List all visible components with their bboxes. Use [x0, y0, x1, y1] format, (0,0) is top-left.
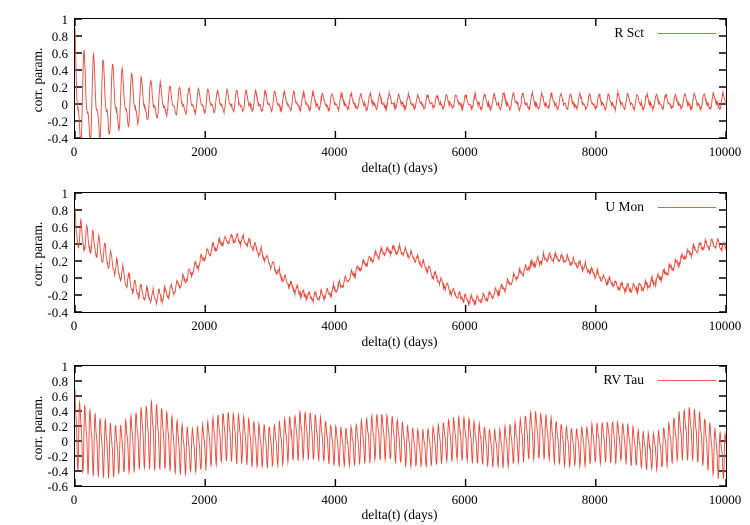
plot-area-2: U Mon [74, 192, 727, 313]
y-tick-label: 0.8 [51, 28, 68, 44]
plot-canvas-1 [75, 19, 726, 138]
y-tick-label: 0.6 [51, 45, 68, 61]
legend-line-sample-icon [658, 206, 716, 208]
y-tick-label: -0.2 [47, 287, 68, 303]
x-tick-label: 6000 [451, 492, 478, 507]
x-tick-label: 4000 [321, 318, 348, 333]
legend-line-sample-icon [658, 379, 716, 381]
legend-label-r-sct: R Sct [614, 25, 644, 40]
x-tick-label: 8000 [581, 144, 608, 159]
y-tick-label: 0.4 [51, 403, 68, 419]
x-tick-label: 0 [70, 492, 78, 507]
y-tick-label: -0.6 [47, 478, 68, 494]
x-tick-label: 6000 [451, 144, 478, 159]
y-tick-label: 0.2 [51, 79, 68, 95]
x-tick-labels: 0 2000 4000 6000 8000 10000 [70, 144, 742, 160]
legend-3: RV Tau [603, 372, 716, 388]
y-tick-label: 0.4 [51, 62, 68, 78]
legend-line-sample-icon [658, 32, 716, 34]
legend-1: R Sct [614, 25, 716, 41]
y-tick-label: -0.4 [47, 130, 68, 146]
x-axis-title: delta(t) (days) [361, 334, 438, 349]
y-tick-label: -0.2 [47, 448, 68, 464]
y-tick-label: 1 [61, 358, 69, 374]
y-tick-labels: 1 0.8 0.6 0.4 0.2 0 -0.2 -0.4 -0.6 [0, 359, 70, 493]
x-tick-label: 2000 [191, 144, 218, 159]
y-tick-label: 1 [61, 11, 69, 27]
plot-area-3: RV Tau [74, 365, 727, 487]
y-tick-label: 0 [61, 433, 69, 449]
x-tick-label: 8000 [581, 492, 608, 507]
y-tick-label: 0.6 [51, 388, 68, 404]
y-tick-labels: 1 0.8 0.6 0.4 0.2 0 -0.2 -0.4 [0, 12, 70, 145]
x-tick-label: 10000 [708, 492, 742, 507]
x-tick-label: 10000 [708, 144, 742, 159]
legend-label-u-mon: U Mon [605, 199, 644, 214]
plot-canvas-2 [75, 193, 726, 312]
x-tick-labels: 0 2000 4000 6000 8000 10000 [70, 318, 742, 334]
y-tick-label: 1 [61, 185, 69, 201]
y-tick-label: 0.2 [51, 418, 68, 434]
x-tick-label: 4000 [321, 144, 348, 159]
x-axis-title: delta(t) (days) [361, 507, 438, 522]
legend-label-rv-tau: RV Tau [603, 372, 644, 387]
x-tick-label: 8000 [581, 318, 608, 333]
x-tick-label: 0 [70, 318, 78, 333]
y-tick-label: -0.2 [47, 113, 68, 129]
y-tick-label: 0 [61, 270, 69, 286]
x-tick-label: 0 [70, 144, 78, 159]
x-tick-label: 4000 [321, 492, 348, 507]
x-tick-label: 10000 [708, 318, 742, 333]
x-tick-label: 2000 [191, 318, 218, 333]
y-tick-label: -0.4 [47, 463, 68, 479]
x-tick-label: 2000 [191, 492, 218, 507]
x-tick-label: 6000 [451, 318, 478, 333]
y-tick-label: 0.8 [51, 202, 68, 218]
plot-area-1: R Sct [74, 18, 727, 139]
y-tick-label: 0.2 [51, 253, 68, 269]
y-tick-label: -0.4 [47, 304, 68, 320]
y-tick-label: 0.8 [51, 373, 68, 389]
y-tick-label: 0 [61, 96, 69, 112]
x-tick-labels: 0 2000 4000 6000 8000 10000 [70, 492, 742, 508]
legend-2: U Mon [605, 199, 716, 215]
y-tick-labels: 1 0.8 0.6 0.4 0.2 0 -0.2 -0.4 [0, 186, 70, 319]
y-tick-label: 0.6 [51, 219, 68, 235]
y-tick-label: 0.4 [51, 236, 68, 252]
plot-canvas-3 [75, 366, 726, 486]
x-axis-title: delta(t) (days) [361, 160, 438, 175]
